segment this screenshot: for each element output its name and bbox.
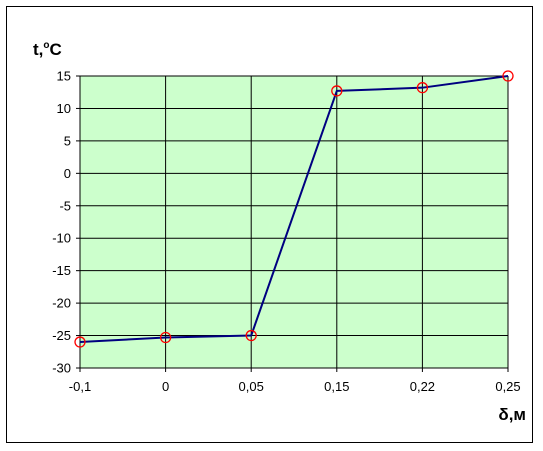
data-point-marker [74, 336, 86, 348]
y-tick-label: 0 [64, 166, 71, 181]
series-line [79, 75, 509, 344]
y-tick-label: -25 [52, 328, 71, 343]
data-point-marker [502, 70, 514, 82]
y-axis-title-unit: C [50, 40, 62, 59]
y-tick-labels: 15 10 5 0 -5 -10 -15 -20 -25 -30 [52, 69, 71, 376]
y-tick-label: 15 [57, 69, 71, 84]
data-point-marker [245, 329, 257, 342]
x-tick-label: 0,15 [324, 379, 349, 394]
y-tick-label: 5 [64, 133, 71, 148]
y-tick-label: -15 [52, 263, 71, 278]
y-tick-label: -20 [52, 296, 71, 311]
axes [76, 75, 509, 372]
x-tick-label: 0,05 [239, 379, 264, 394]
plot-area [80, 76, 508, 368]
y-tick-label: 10 [57, 101, 71, 116]
y-tick-label: -30 [52, 361, 71, 376]
data-point-marker [416, 82, 429, 94]
x-tick-label: -0,1 [69, 379, 91, 394]
x-tick-label: 0 [162, 379, 169, 394]
series-group [79, 75, 509, 344]
x-tick-labels: -0,1 0 0,05 0,15 0,22 0,25 [69, 379, 521, 394]
y-axis-title-main: t, [33, 40, 43, 59]
y-axis-title: t,oC [33, 40, 62, 59]
markers-group [74, 70, 514, 348]
data-point-marker [159, 331, 172, 344]
x-tick-label: 0,25 [495, 379, 520, 394]
y-axis-title-degree: o [43, 40, 49, 51]
y-tick-label: -10 [52, 231, 71, 246]
x-tick-label: 0,22 [410, 379, 435, 394]
y-tick-label: -5 [59, 198, 71, 213]
data-point-marker [331, 85, 343, 97]
x-axis-title: δ,м [498, 405, 526, 424]
